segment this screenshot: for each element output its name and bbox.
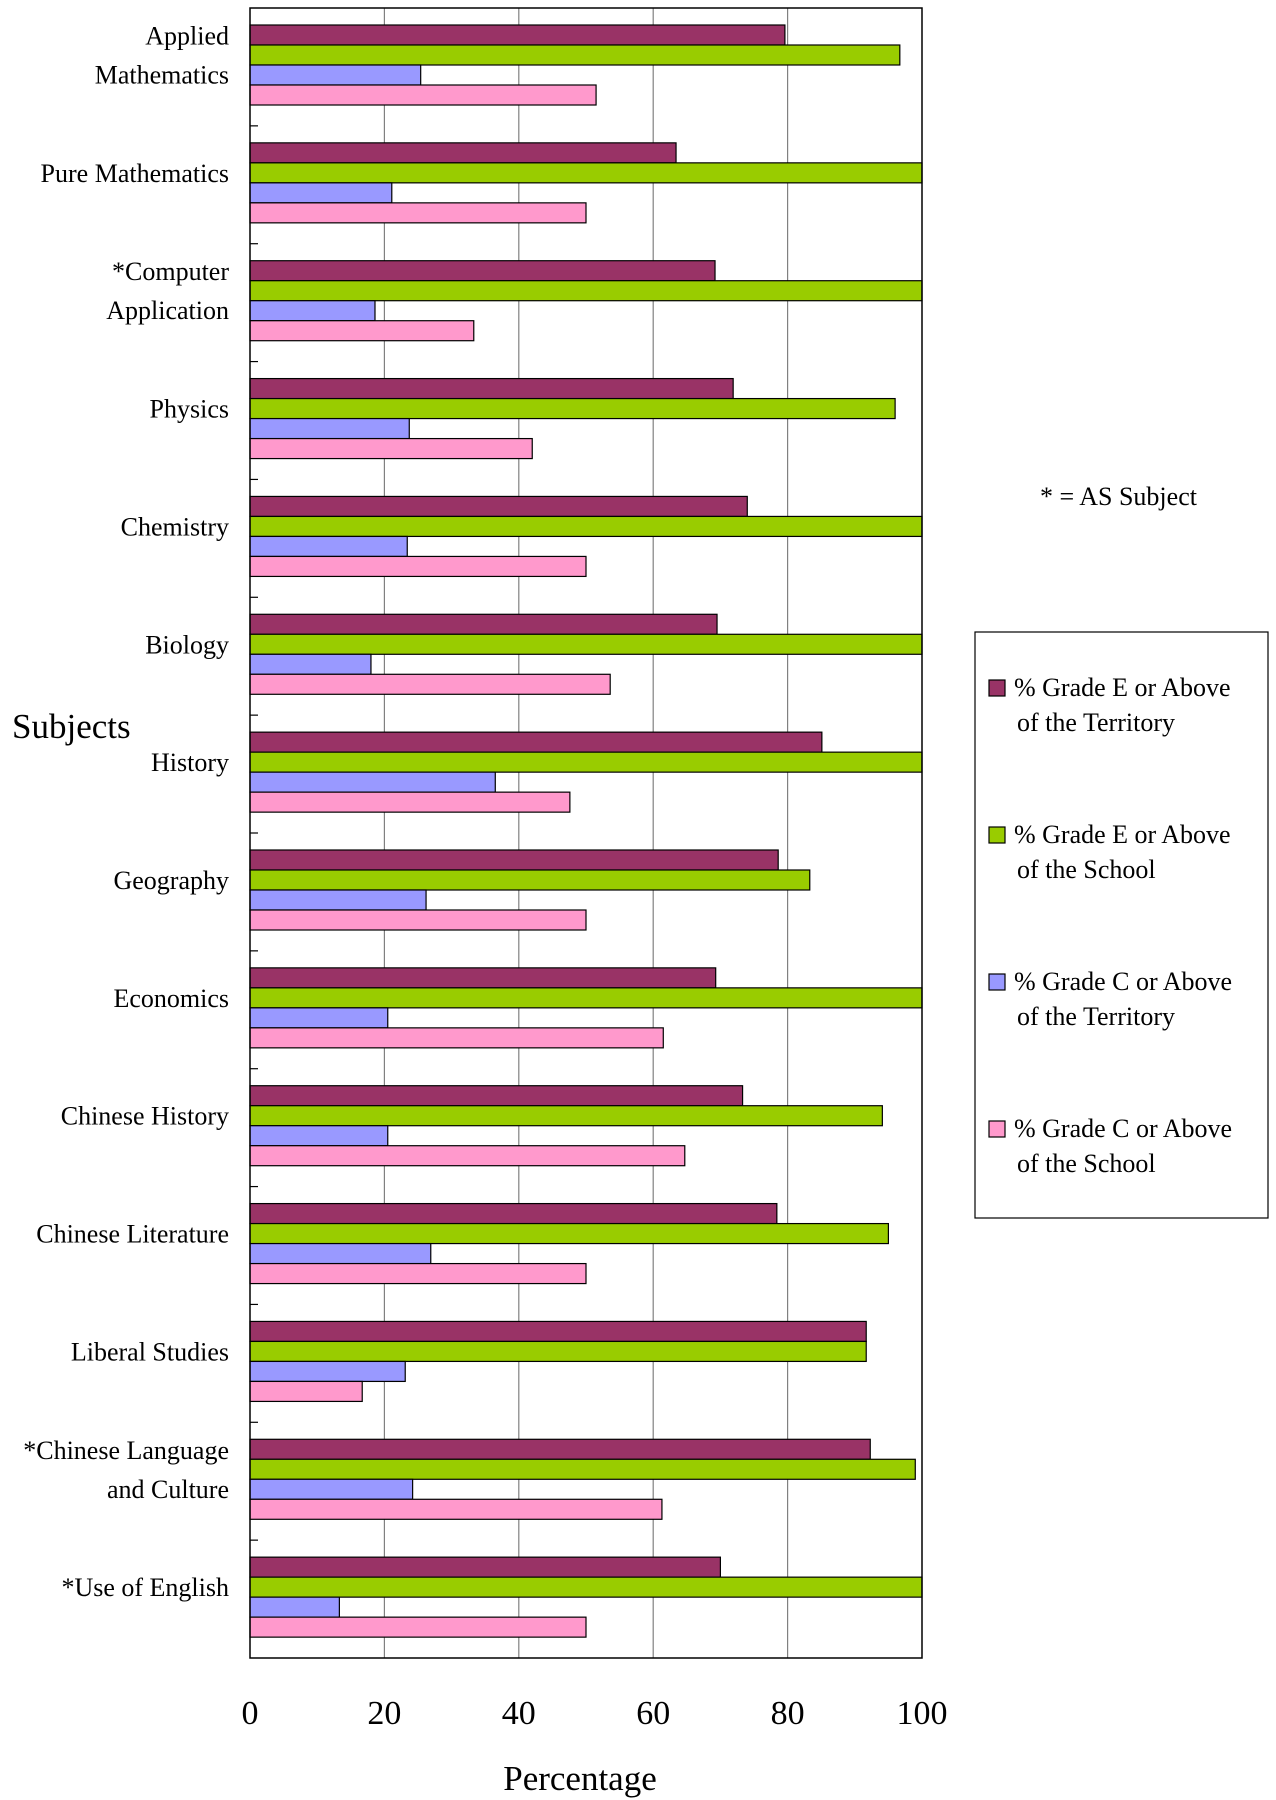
bar [249, 909, 587, 931]
bar [249, 1616, 587, 1638]
bar [249, 437, 533, 460]
x-axis-title: Percentage [503, 1759, 657, 1798]
bar [249, 320, 475, 342]
category-label: *Computer Application [106, 257, 229, 325]
bar [249, 280, 923, 302]
bar [249, 162, 923, 184]
bar [249, 202, 587, 224]
bar [249, 260, 716, 282]
category-label: Applied Mathematics [95, 22, 229, 90]
category-label: Chinese Literature [36, 1220, 229, 1249]
bar [249, 1340, 867, 1363]
legend-label: % Grade C or Above of the Territory [1014, 967, 1232, 1031]
x-tick-label: 80 [771, 1695, 805, 1732]
bar [249, 751, 923, 773]
category-label: Chinese History [61, 1102, 229, 1131]
bar [249, 771, 496, 793]
bar [249, 653, 372, 675]
bar [249, 1105, 883, 1127]
legend-swatch [988, 826, 1006, 844]
bar [249, 1320, 867, 1343]
bar [249, 397, 896, 420]
bar [249, 673, 611, 695]
legend-box [974, 631, 1269, 1219]
bar [249, 1027, 664, 1049]
bar [249, 300, 376, 322]
category-label: Economics [113, 984, 229, 1013]
category-label: Pure Mathematics [41, 159, 229, 188]
y-axis-title: Subjects [12, 707, 131, 746]
x-tick-labels: 0 20 40 60 80 100 [242, 1695, 948, 1732]
bar [249, 495, 748, 518]
bar [249, 24, 786, 46]
bar [249, 84, 597, 106]
category-label: Biology [145, 630, 229, 659]
bar [249, 987, 923, 1009]
bar [249, 555, 587, 578]
bar [249, 849, 779, 871]
bar [249, 1145, 686, 1167]
axes [249, 7, 923, 1659]
x-tick-label: 60 [636, 1695, 670, 1732]
bar [249, 1125, 389, 1147]
bar [249, 869, 811, 891]
category-label: Liberal Studies [71, 1337, 229, 1366]
bar [249, 1085, 744, 1107]
bar [249, 1262, 587, 1285]
bar [249, 1478, 414, 1500]
bar [249, 967, 717, 989]
bar [249, 1556, 721, 1578]
category-labels: Applied Mathematics Pure Mathematics *Compu… [23, 22, 229, 1603]
bar [249, 1380, 363, 1403]
x-tick-label: 40 [502, 1695, 536, 1732]
category-label: Physics [150, 395, 229, 424]
bar [249, 1202, 778, 1225]
bar [249, 1596, 340, 1618]
legend-label: % Grade E or Above of the Territory [1014, 673, 1231, 737]
bar [249, 1242, 432, 1265]
bar [249, 1498, 663, 1520]
bar [249, 417, 410, 440]
x-tick-label: 100 [897, 1695, 948, 1732]
legend: % Grade E or Above of the Territory % Grad… [974, 631, 1269, 1219]
legend-label: % Grade C or Above of the School [1014, 1114, 1232, 1178]
plot-frame [249, 7, 923, 1659]
grid-lines [383, 8, 789, 1658]
as-subject-note: * = AS Subject [1040, 482, 1198, 511]
bar [249, 182, 393, 204]
legend-label: % Grade E or Above of the School [1014, 820, 1231, 884]
legend-swatch [988, 1120, 1006, 1138]
bar [249, 1458, 916, 1480]
bar [249, 1360, 406, 1383]
bar [249, 1438, 871, 1460]
bar [249, 791, 571, 813]
category-label: *Use of English [61, 1573, 229, 1602]
bar [249, 613, 718, 635]
x-tick-label: 0 [242, 1695, 259, 1732]
legend-swatch [988, 679, 1006, 697]
category-label: Geography [113, 866, 229, 895]
bar [249, 44, 901, 66]
bar [249, 64, 422, 86]
legend-swatch [988, 973, 1006, 991]
category-label: *Chinese Language and Culture [23, 1436, 229, 1504]
category-label: History [151, 748, 229, 777]
bar [249, 142, 677, 164]
bar [249, 1576, 923, 1598]
bar [249, 515, 923, 538]
bars [249, 24, 923, 1638]
bar [249, 1222, 890, 1245]
bar [249, 535, 408, 558]
bar [249, 889, 427, 911]
bar [249, 731, 823, 753]
bar [249, 377, 734, 400]
bar [249, 633, 923, 655]
category-label: Chemistry [121, 512, 229, 541]
x-tick-label: 20 [367, 1695, 401, 1732]
bar [249, 1007, 389, 1029]
